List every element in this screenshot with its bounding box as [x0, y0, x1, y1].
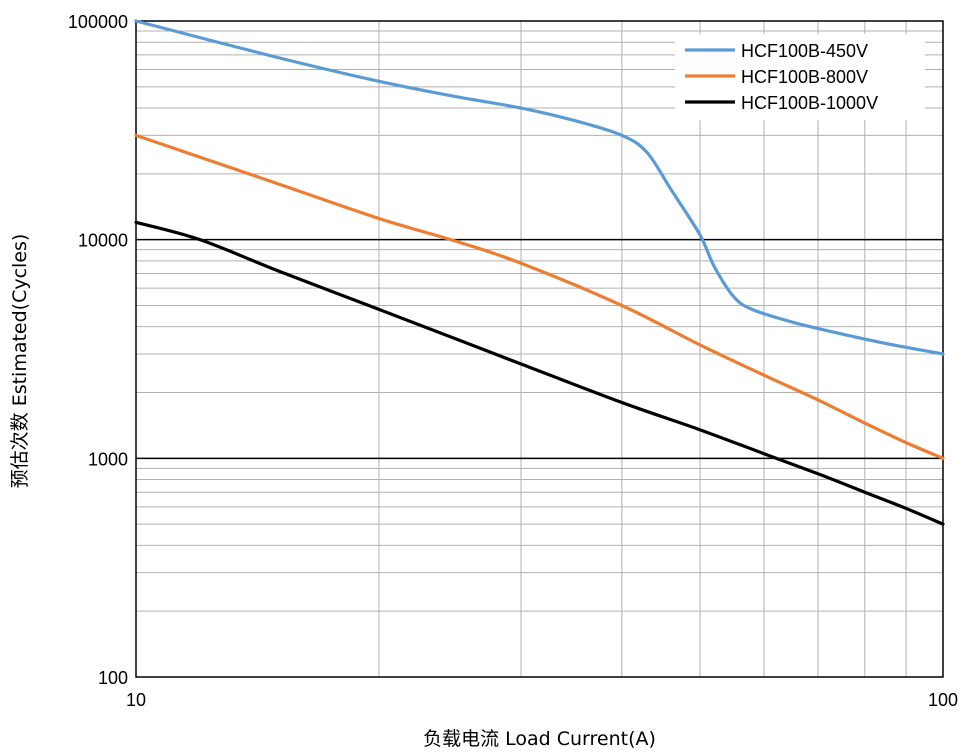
plot-frame — [135, 20, 944, 678]
series-line-2 — [134, 133, 945, 460]
y-tick-label: 100000 — [68, 12, 128, 32]
x-tick-label: 10 — [126, 690, 146, 710]
legend: HCF100B-450V HCF100B-800V HCF100B-1000V — [675, 34, 925, 120]
legend-label-2: HCF100B-800V — [741, 67, 868, 87]
series-lines — [134, 19, 945, 526]
y-tick-label: 1000 — [88, 449, 128, 469]
x-tick-label: 100 — [928, 690, 958, 710]
major-gridlines — [136, 238, 943, 460]
series-line-3 — [134, 220, 945, 526]
x-axis-title: 负载电流 Load Current(A) — [423, 728, 656, 750]
y-tick-labels: 100 1000 10000 100000 — [68, 12, 128, 688]
legend-label-1: HCF100B-450V — [741, 41, 868, 61]
y-axis-title: 预估次数 Estimated(Cycles) — [9, 234, 31, 489]
y-tick-label: 10000 — [78, 231, 128, 251]
x-tick-labels: 10 100 — [126, 690, 958, 710]
legend-label-3: HCF100B-1000V — [741, 93, 878, 113]
series-line-1 — [134, 19, 945, 356]
y-tick-label: 100 — [98, 668, 128, 688]
